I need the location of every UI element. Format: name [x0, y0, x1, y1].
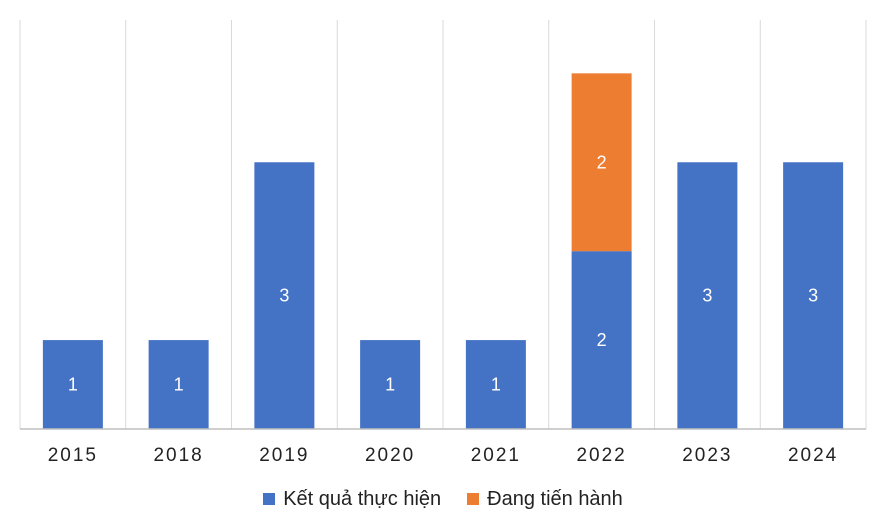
data-label-completed-2018: 1 — [174, 375, 184, 395]
data-label-completed-2022: 2 — [597, 330, 607, 350]
legend-item-in-progress: Đang tiến hành — [467, 488, 623, 511]
bar-completed-2015 — [42, 340, 103, 429]
x-tick-2018: 2018 — [153, 445, 203, 466]
legend-swatch-completed — [263, 493, 276, 505]
x-tick-2022: 2022 — [576, 445, 626, 466]
data-label-completed-2021: 1 — [491, 375, 501, 395]
data-label-completed-2024: 3 — [808, 286, 818, 306]
x-tick-2019: 2019 — [259, 445, 309, 466]
bar-completed-2020 — [360, 340, 421, 429]
x-tick-2024: 2024 — [788, 445, 838, 466]
data-label-in-progress-2022: 2 — [597, 152, 607, 172]
legend-label-completed: Kết quả thực hiện — [283, 487, 442, 510]
x-tick-2020: 2020 — [365, 445, 415, 466]
bar-completed-2023 — [677, 162, 738, 429]
bar-completed-2018 — [148, 340, 209, 429]
x-tick-2015: 2015 — [48, 445, 98, 466]
x-tick-2023: 2023 — [682, 445, 732, 466]
bars — [42, 73, 844, 429]
legend-swatch-in-progress — [467, 493, 480, 505]
data-label-completed-2019: 3 — [279, 286, 289, 306]
data-labels: 1 1 3 1 1 2 2 3 3 — [68, 152, 818, 394]
bar-completed-2024 — [783, 162, 844, 429]
x-tick-labels: 2015 2018 2019 2020 2021 2022 2023 2024 — [48, 445, 838, 466]
data-label-completed-2020: 1 — [385, 375, 395, 395]
legend-item-completed: Kết quả thực hiện — [263, 488, 441, 511]
bar-completed-2022 — [571, 251, 632, 429]
legend-label-in-progress: Đang tiến hành — [487, 487, 623, 510]
gridlines — [19, 20, 867, 429]
x-tick-2021: 2021 — [471, 445, 521, 466]
legend: Kết quả thực hiện Đang tiến hành — [0, 484, 886, 514]
data-label-completed-2023: 3 — [702, 286, 712, 306]
data-label-completed-2015: 1 — [68, 375, 78, 395]
bar-completed-2021 — [465, 340, 526, 429]
bar-in-progress-2022 — [571, 73, 632, 252]
bar-completed-2019 — [254, 162, 315, 429]
